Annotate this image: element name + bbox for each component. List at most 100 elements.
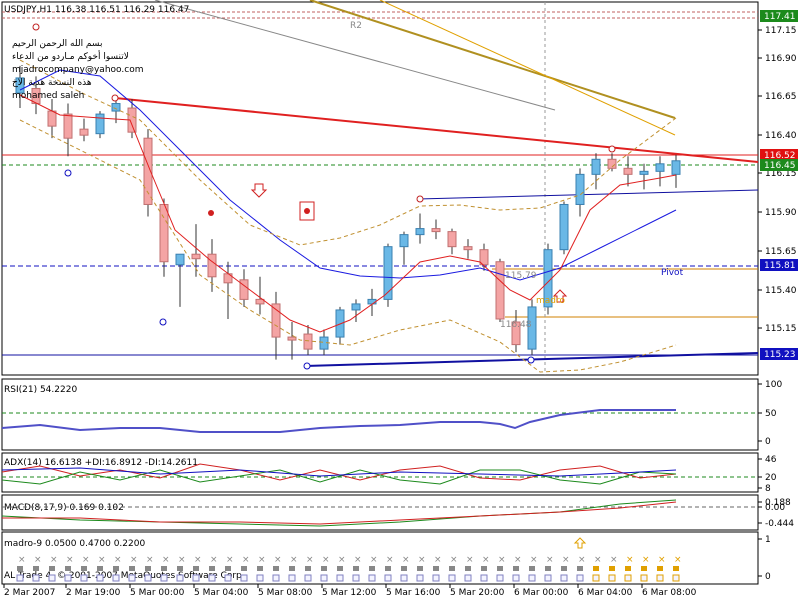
madro-mark-icon: × — [450, 555, 458, 565]
price-note-2: 116.48 — [500, 320, 532, 330]
madro-box — [496, 574, 504, 582]
adx-plus-di — [1, 469, 677, 485]
madro-mark-icon: × — [642, 555, 650, 565]
adx-main — [1, 467, 677, 477]
candle-body — [431, 228, 441, 233]
madro-bar — [321, 566, 327, 571]
madro-bar — [305, 566, 311, 571]
madro-bar — [225, 566, 231, 571]
madro-box — [672, 574, 680, 582]
madro-bar — [17, 566, 23, 571]
candle-body — [479, 249, 489, 266]
madro-box — [272, 574, 280, 582]
madro-mark-icon: × — [258, 555, 266, 565]
price-tag-label: 115.81 — [764, 261, 796, 271]
time-tick-label: 6 Mar 04:00 — [578, 588, 633, 598]
madro-bar — [385, 566, 391, 571]
madro-bar — [257, 566, 263, 571]
madro-box — [240, 574, 248, 582]
madro-box — [432, 574, 440, 582]
madro-box — [400, 574, 408, 582]
madro-bar — [97, 566, 103, 571]
candle-body — [575, 173, 585, 205]
madro-mark-icon: × — [658, 555, 666, 565]
fractal-low — [159, 318, 167, 326]
madro-mark-icon: × — [18, 555, 26, 565]
madro-bar — [641, 566, 647, 571]
madro-box — [416, 574, 424, 582]
candle-body — [495, 261, 505, 320]
madro-mark-icon: × — [178, 555, 186, 565]
madro-mark-icon: × — [66, 555, 74, 565]
madro-mark-icon: × — [338, 555, 346, 565]
watermark-line: بسم الله الرحمن الرحيم — [12, 39, 102, 49]
sell-arrow-icon — [250, 183, 268, 198]
madro-box — [112, 574, 120, 582]
madro-mark-icon: × — [98, 555, 106, 565]
candle-body — [623, 167, 633, 175]
ma-orange — [379, 0, 676, 136]
candle-body — [671, 160, 681, 175]
candle-body — [511, 321, 521, 346]
candle-body — [207, 253, 217, 278]
madro-mark-icon: × — [610, 555, 618, 565]
band-lower — [19, 119, 677, 373]
madro-mark-icon: × — [562, 555, 570, 565]
madro-bar — [401, 566, 407, 571]
madro-mark-icon: × — [306, 555, 314, 565]
madro-bar — [673, 566, 679, 571]
madro-box — [128, 574, 136, 582]
candle-body — [399, 234, 409, 248]
price-tick-label: 115.90 — [765, 208, 797, 218]
madro-mark-icon: × — [466, 555, 474, 565]
axis-label: 50 — [765, 409, 777, 419]
madro-bar — [593, 566, 599, 571]
candle-body — [143, 137, 153, 205]
madro-bar — [209, 566, 215, 571]
fractal-high — [416, 195, 424, 203]
madro-bar — [625, 566, 631, 571]
candle-body — [527, 306, 537, 350]
time-tick-label: 6 Mar 08:00 — [642, 588, 697, 598]
rsi-title: RSI(21) 54.2220 — [4, 385, 77, 395]
madro-mark-icon: × — [50, 555, 58, 565]
madro-box — [640, 574, 648, 582]
madro-box — [480, 574, 488, 582]
madro-mark-icon: × — [274, 555, 282, 565]
chart-panel-1 — [1, 378, 759, 451]
madro-box — [176, 574, 184, 582]
price-tag — [760, 348, 798, 360]
trend-line-red — [114, 97, 759, 163]
chart-title: USDJPY,H1 116.38 116.51 116.29 116.47 — [4, 5, 189, 15]
ma-blue — [19, 69, 677, 281]
madro-bar — [561, 566, 567, 571]
madro-bar — [369, 566, 375, 571]
madro-mark-icon: × — [146, 555, 154, 565]
madro-bar — [193, 566, 199, 571]
buy-arrow-icon — [552, 289, 568, 303]
madro-bar — [481, 566, 487, 571]
madro-bar — [545, 566, 551, 571]
madro-bar — [529, 566, 535, 571]
madro-box — [368, 574, 376, 582]
madro-box — [304, 574, 312, 582]
time-tick-label: 5 Mar 08:00 — [258, 588, 313, 598]
madro-bar — [449, 566, 455, 571]
madro-box — [320, 574, 328, 582]
madro-box — [288, 574, 296, 582]
axis-label: 0 — [765, 437, 771, 447]
time-tick-label: 5 Mar 12:00 — [322, 588, 377, 598]
price-tag-label: 116.52 — [764, 151, 796, 161]
madro-box — [464, 574, 472, 582]
candle-body — [463, 246, 473, 251]
axis-label: 100 — [765, 380, 782, 390]
madro-bar — [145, 566, 151, 571]
time-tick-label: 5 Mar 00:00 — [130, 588, 185, 598]
chart-panel-3 — [1, 494, 759, 531]
madro-mark-icon: × — [386, 555, 394, 565]
madro-mark-icon: × — [114, 555, 122, 565]
madro-box — [144, 574, 152, 582]
madro-box — [512, 574, 520, 582]
price-tick-label: 116.15 — [765, 169, 797, 179]
